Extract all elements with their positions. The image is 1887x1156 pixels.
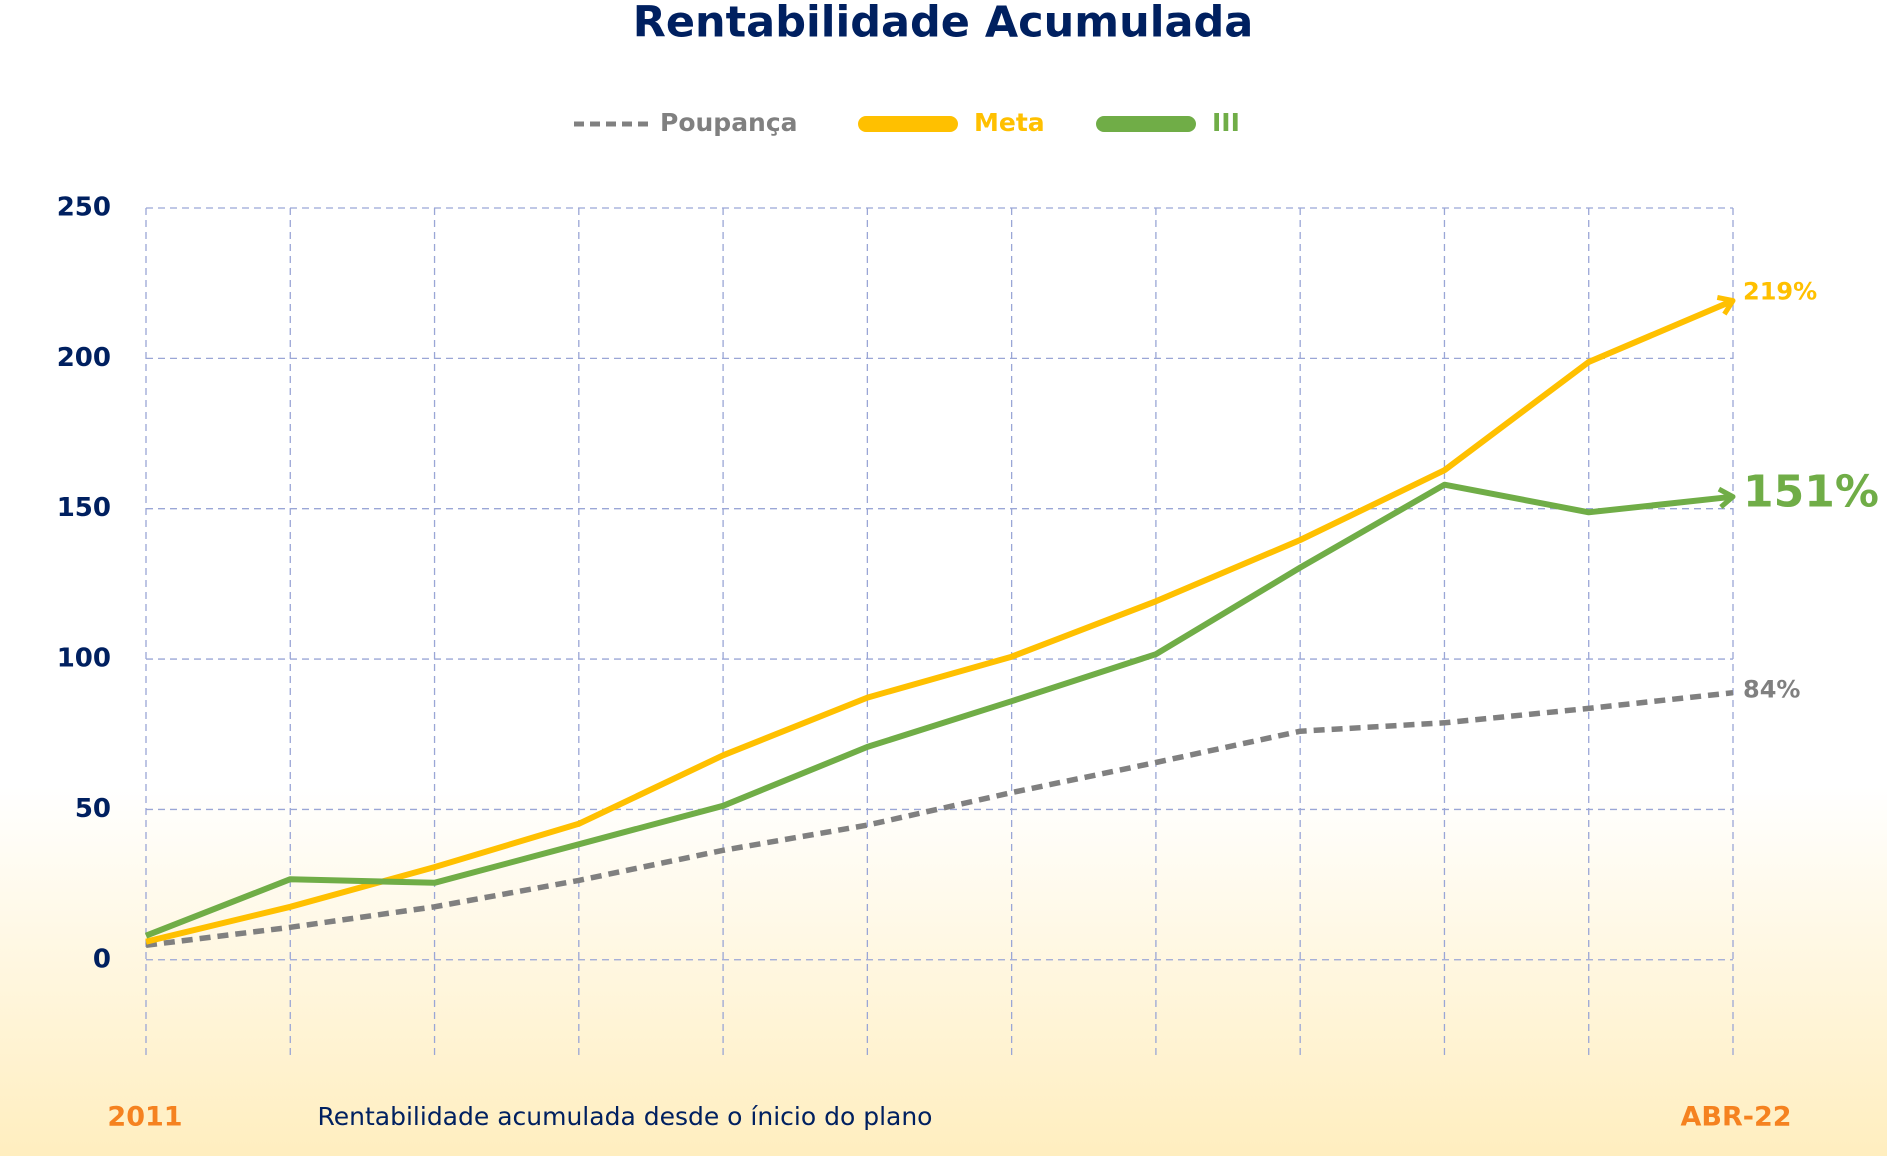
- legend-label: III: [1212, 108, 1240, 137]
- chart-title: Rentabilidade Acumulada: [633, 0, 1254, 48]
- end-label: 84%: [1743, 676, 1800, 704]
- x-tick-label: ABR-22: [1680, 1102, 1791, 1133]
- x-tick-label: 2011: [107, 1102, 182, 1133]
- series-line: [145, 297, 1735, 945]
- legend-label: Meta: [974, 108, 1045, 137]
- arrow-head: [1716, 295, 1736, 316]
- y-tick-label: 0: [93, 944, 111, 974]
- y-tick-label: 50: [75, 794, 111, 824]
- end-label: 151%: [1743, 467, 1879, 518]
- series-line: [144, 481, 1734, 939]
- end-label: 219%: [1743, 278, 1817, 306]
- arrow-head: [1717, 486, 1736, 509]
- y-tick-label: 100: [57, 644, 111, 674]
- legend-label: Poupança: [660, 108, 798, 137]
- y-tick-label: 200: [57, 343, 111, 373]
- y-tick-label: 250: [57, 193, 111, 223]
- x-axis-label: Rentabilidade acumulada desde o ínicio d…: [318, 1102, 933, 1131]
- y-tick-label: 150: [57, 493, 111, 523]
